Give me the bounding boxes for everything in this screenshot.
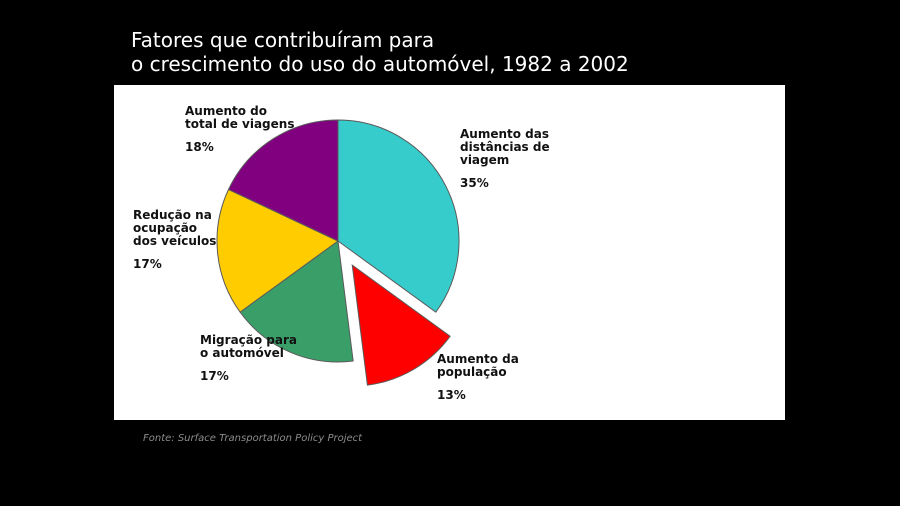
source-note: Fonte: Surface Transportation Policy Pro…: [143, 433, 363, 444]
pie-slice-0: [337, 119, 460, 313]
slice-label-text: Aumento do total de viagens: [185, 104, 295, 131]
slice-label-migracao: Migração para o automóvel 17%: [200, 334, 297, 383]
slice-percent: 18%: [185, 140, 214, 154]
slice-percent: 17%: [133, 257, 162, 271]
slice-label-text: Aumento da população: [437, 352, 519, 379]
slice-label-text: Migração para o automóvel: [200, 333, 297, 360]
title-line-1: Fatores que contribuíram para: [131, 28, 435, 52]
title-line-2: o crescimento do uso do automóvel, 1982 …: [131, 52, 629, 76]
pie-slice-1: [351, 264, 451, 386]
slice-label-populacao: Aumento da população 13%: [437, 353, 519, 402]
pie-slice-4: [227, 119, 339, 242]
slice-label-text: Redução na ocupação dos veículos: [133, 208, 217, 248]
slice-label-text: Aumento das distâncias de viagem: [460, 127, 550, 167]
pie-slice-3: [216, 188, 339, 313]
slice-percent: 13%: [437, 388, 466, 402]
pie-chart: [216, 119, 460, 386]
slice-label-reducao: Redução na ocupação dos veículos 17%: [133, 209, 216, 271]
slice-percent: 35%: [460, 176, 489, 190]
pie-slice-2: [239, 240, 354, 363]
chart-title: Fatores que contribuíram para o crescime…: [131, 28, 629, 76]
slice-percent: 17%: [200, 369, 229, 383]
chart-panel: Aumento das distâncias de viagem 35% Aum…: [114, 85, 785, 420]
slice-label-distancias: Aumento das distâncias de viagem 35%: [460, 128, 550, 190]
slice-label-total-viagens: Aumento do total de viagens 18%: [185, 105, 294, 154]
